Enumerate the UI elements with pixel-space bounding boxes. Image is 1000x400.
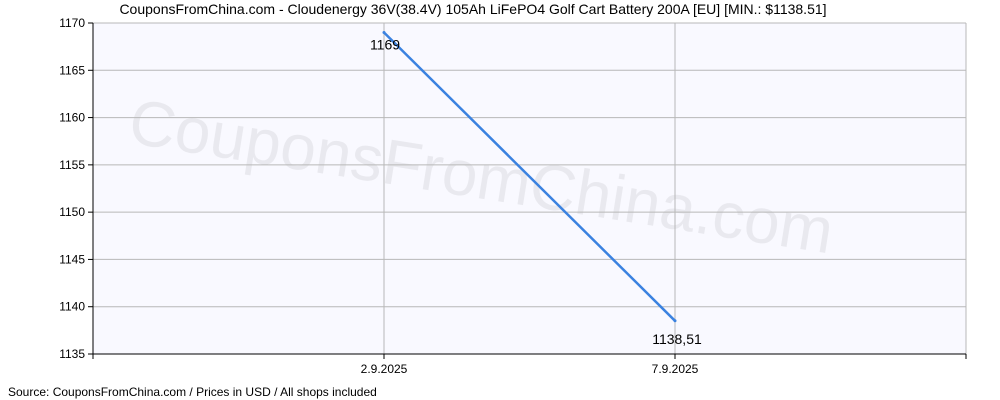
axes bbox=[88, 22, 967, 359]
y-tick-label: 1150 bbox=[59, 205, 85, 219]
x-tick-label: 2.9.2025 bbox=[361, 362, 408, 376]
series-layer bbox=[382, 30, 677, 323]
data-point bbox=[673, 319, 677, 323]
x-tick-labels: 2.9.2025 7.9.2025 bbox=[361, 362, 699, 376]
y-tick-labels: 1135 1140 1145 1150 1155 1160 1165 1170 bbox=[59, 16, 85, 361]
y-tick-label: 1155 bbox=[59, 158, 85, 172]
data-point bbox=[382, 30, 386, 34]
y-tick-label: 1165 bbox=[59, 63, 85, 77]
y-tick-label: 1140 bbox=[59, 300, 85, 314]
data-label: 1169 bbox=[370, 36, 400, 52]
data-label: 1138,51 bbox=[652, 331, 702, 347]
plot-area bbox=[93, 23, 966, 354]
data-labels: 1169 1138,51 bbox=[370, 36, 702, 346]
x-tick-label: 7.9.2025 bbox=[652, 362, 699, 376]
y-tick-label: 1145 bbox=[59, 252, 85, 266]
source-footer: Source: CouponsFromChina.com / Prices in… bbox=[8, 385, 377, 399]
plot-background bbox=[93, 23, 966, 354]
y-tick-label: 1160 bbox=[59, 111, 85, 125]
y-tick-label: 1135 bbox=[59, 347, 85, 361]
y-tick-label: 1170 bbox=[59, 16, 85, 30]
price-line bbox=[382, 31, 677, 323]
chart-title: CouponsFromChina.com - Cloudenergy 36V(3… bbox=[119, 1, 827, 17]
